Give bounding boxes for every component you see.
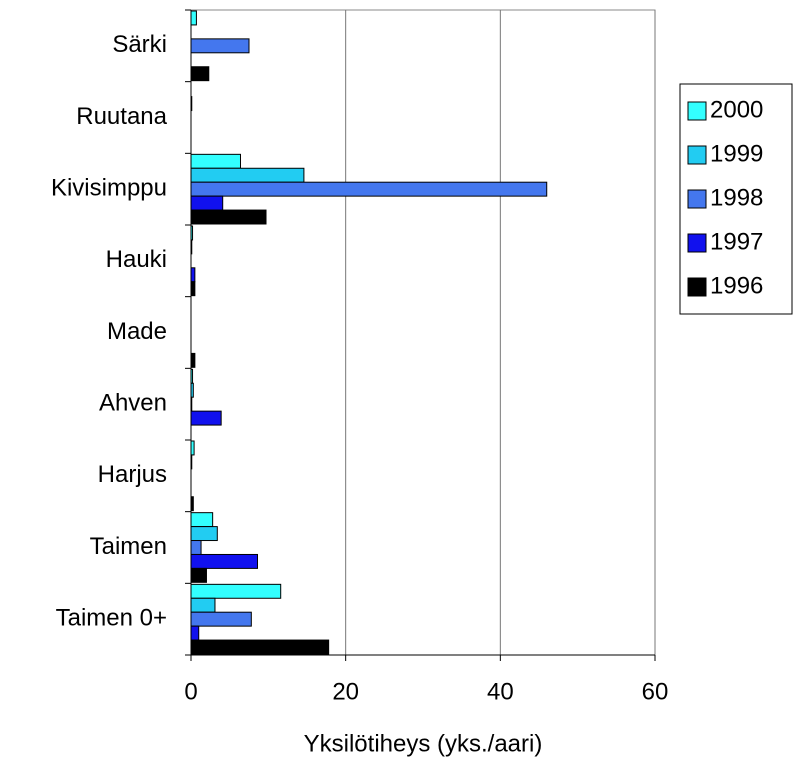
bar	[190, 153, 241, 169]
bar	[190, 567, 207, 583]
x-tick-label: 60	[642, 678, 669, 705]
bar	[190, 611, 252, 627]
bar	[190, 526, 218, 542]
x-tick-label: 0	[184, 678, 197, 705]
bar	[190, 583, 282, 599]
y-tick-label: Taimen 0+	[56, 605, 167, 632]
x-axis-label: Yksilötiheys (yks./aari)	[304, 730, 543, 757]
plot-area	[190, 9, 656, 656]
bar	[190, 540, 202, 555]
y-tick-label: Särki	[112, 31, 167, 58]
y-tick-label: Ruutana	[76, 103, 167, 130]
bar	[190, 181, 548, 197]
bar	[190, 597, 216, 613]
y-tick-label: Hauki	[106, 246, 167, 273]
y-tick-label: Taimen	[90, 533, 167, 560]
bar	[190, 553, 259, 569]
x-tick-label: 20	[332, 678, 359, 705]
bar	[190, 410, 222, 426]
legend-label: 2000	[710, 96, 763, 123]
bar	[190, 352, 196, 368]
bar	[190, 66, 210, 82]
bar	[190, 38, 250, 54]
bar	[190, 10, 197, 26]
bar	[190, 512, 214, 528]
legend-swatch	[687, 101, 707, 121]
bar	[190, 267, 196, 283]
y-tick-label: Harjus	[98, 461, 167, 488]
legend-swatch	[687, 145, 707, 165]
bar	[190, 167, 305, 183]
legend-label: 1998	[710, 184, 763, 211]
legend-swatch	[687, 233, 707, 253]
x-tick-label: 40	[487, 678, 514, 705]
bar	[190, 639, 330, 655]
legend-swatch	[687, 189, 707, 209]
y-tick-label: Made	[107, 318, 167, 345]
bar	[190, 281, 196, 297]
bar	[190, 625, 200, 641]
y-tick-label: Kivisimppu	[51, 175, 167, 202]
bar	[190, 209, 267, 225]
legend-label: 1997	[710, 228, 763, 255]
bar	[190, 195, 224, 211]
legend-label: 1999	[710, 140, 763, 167]
y-tick-label: Ahven	[99, 390, 167, 417]
legend-swatch	[687, 277, 707, 297]
legend-label: 1996	[710, 272, 763, 299]
